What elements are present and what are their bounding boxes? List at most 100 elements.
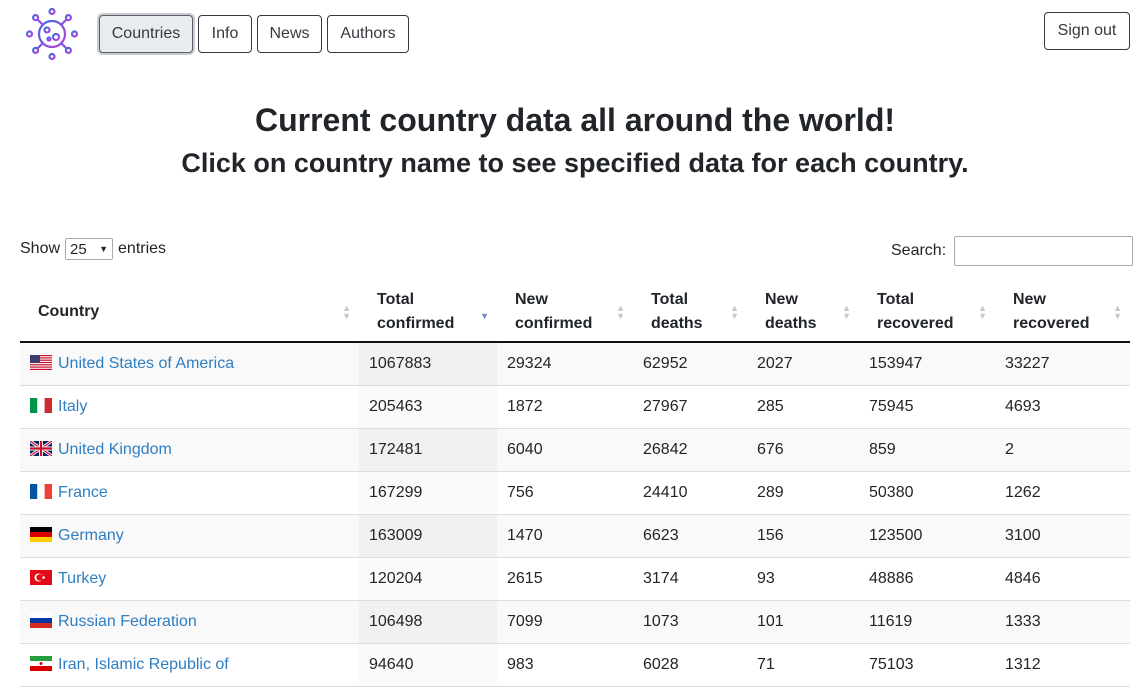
total-deaths-cell: 27967 [633,385,747,429]
new-recovered-cell: 1333 [995,600,1130,644]
col-header-total-deaths[interactable]: Total deaths ▲ ▼ [633,282,747,343]
country-cell: United Kingdom [20,428,359,472]
country-link[interactable]: United Kingdom [58,440,172,458]
de-flag-icon [30,526,52,542]
show-label: Show [20,240,61,257]
country-link[interactable]: Russian Federation [58,612,197,630]
country-link[interactable]: France [58,483,108,501]
total-confirmed-cell: 205463 [359,385,497,429]
country-cell: France [20,471,359,515]
total-confirmed-cell: 120204 [359,557,497,601]
nav-authors-button[interactable]: Authors [327,15,409,53]
sort-icon: ▲ ▼ [342,302,351,321]
table-row: Iran, Islamic Republic of 94640 983 6028 71 7… [20,643,1130,687]
search-label: Search: [891,242,947,259]
country-link[interactable]: United States of America [58,354,235,372]
total-recovered-cell: 11619 [859,600,995,644]
new-deaths-cell: 71 [747,643,859,687]
new-recovered-cell: 1312 [995,643,1130,687]
table-row: United Kingdom 172481 6040 26842 676 859 2 [20,428,1130,472]
total-confirmed-cell: 172481 [359,428,497,472]
col-header-label: New recovered [1013,290,1090,332]
country-cell: Iran, Islamic Republic of [20,643,359,687]
new-recovered-cell: 4693 [995,385,1130,429]
col-header-label: Total deaths [651,290,703,332]
sort-icon: ▲ ▼ [842,302,851,321]
table-header-row: Country ▲ ▼ Total confirmed ▲ ▼ New confirme… [20,282,1130,343]
new-confirmed-cell: 2615 [497,557,633,601]
new-deaths-cell: 676 [747,428,859,472]
new-deaths-cell: 289 [747,471,859,515]
new-deaths-cell: 93 [747,557,859,601]
total-deaths-cell: 24410 [633,471,747,515]
total-deaths-cell: 26842 [633,428,747,472]
total-confirmed-cell: 167299 [359,471,497,515]
new-recovered-cell: 4846 [995,557,1130,601]
virus-logo-icon[interactable] [24,6,80,62]
total-confirmed-cell: 1067883 [359,342,497,386]
country-link[interactable]: Germany [58,526,124,544]
new-confirmed-cell: 1470 [497,514,633,558]
sign-out-button[interactable]: Sign out [1044,12,1130,50]
nav-news-button[interactable]: News [257,15,322,53]
new-recovered-cell: 3100 [995,514,1130,558]
total-deaths-cell: 6028 [633,643,747,687]
col-header-new-confirmed[interactable]: New confirmed ▲ ▼ [497,282,633,343]
new-confirmed-cell: 1872 [497,385,633,429]
total-recovered-cell: 50380 [859,471,995,515]
page-title: Current country data all around the worl… [254,102,896,138]
sort-icon: ▲ ▼ [978,302,987,321]
new-recovered-cell: 33227 [995,342,1130,386]
new-recovered-cell: 1262 [995,471,1130,515]
country-cell: Russian Federation [20,600,359,644]
new-recovered-cell: 2 [995,428,1130,472]
col-header-new-recovered[interactable]: New recovered ▲ ▼ [995,282,1130,343]
fr-flag-icon [30,483,52,499]
table-row: Turkey 120204 2615 3174 93 48886 4846 [20,557,1130,601]
total-recovered-cell: 75103 [859,643,995,687]
col-header-new-deaths[interactable]: New deaths ▲ ▼ [747,282,859,343]
it-flag-icon [30,397,52,413]
col-header-total-recovered[interactable]: Total recovered ▲ ▼ [859,282,995,343]
col-header-label: Total recovered [877,290,954,332]
entries-select-value: 25 [70,240,87,258]
entries-select[interactable]: 25 ▼ [65,238,114,260]
sort-icon: ▲ ▼ [1113,302,1122,321]
us-flag-icon [30,354,52,370]
search-control: Search: [891,236,1134,266]
col-header-label: Total confirmed [377,290,455,332]
total-deaths-cell: 62952 [633,342,747,386]
total-recovered-cell: 123500 [859,514,995,558]
new-confirmed-cell: 983 [497,643,633,687]
ru-flag-icon [30,612,52,628]
col-header-country[interactable]: Country ▲ ▼ [20,282,359,343]
table-row: Italy 205463 1872 27967 285 75945 4693 [20,385,1130,429]
entries-length-control: Show 25 ▼ entries [20,238,166,260]
col-header-total-confirmed[interactable]: Total confirmed ▲ ▼ [359,282,497,343]
total-recovered-cell: 859 [859,428,995,472]
col-header-label: Country [38,302,100,320]
country-cell: Italy [20,385,359,429]
country-cell: United States of America [20,342,359,386]
new-confirmed-cell: 29324 [497,342,633,386]
new-deaths-cell: 2027 [747,342,859,386]
country-link[interactable]: Iran, Islamic Republic of [58,655,229,673]
new-confirmed-cell: 7099 [497,600,633,644]
search-input[interactable] [954,236,1134,266]
table-row: France 167299 756 24410 289 50380 1262 [20,471,1130,515]
total-confirmed-cell: 106498 [359,600,497,644]
new-deaths-cell: 101 [747,600,859,644]
sort-desc-icon: ▲ ▼ [480,302,489,321]
new-confirmed-cell: 756 [497,471,633,515]
nav-info-button[interactable]: Info [198,15,252,53]
country-link[interactable]: Turkey [58,569,107,587]
new-confirmed-cell: 6040 [497,428,633,472]
sort-icon: ▲ ▼ [616,302,625,321]
nav-countries-button[interactable]: Countries [99,15,193,53]
col-header-label: New deaths [765,290,817,332]
table-row: Germany 163009 1470 6623 156 123500 3100 [20,514,1130,558]
new-deaths-cell: 285 [747,385,859,429]
country-link[interactable]: Italy [58,397,88,415]
gb-flag-icon [30,440,52,456]
total-confirmed-cell: 163009 [359,514,497,558]
